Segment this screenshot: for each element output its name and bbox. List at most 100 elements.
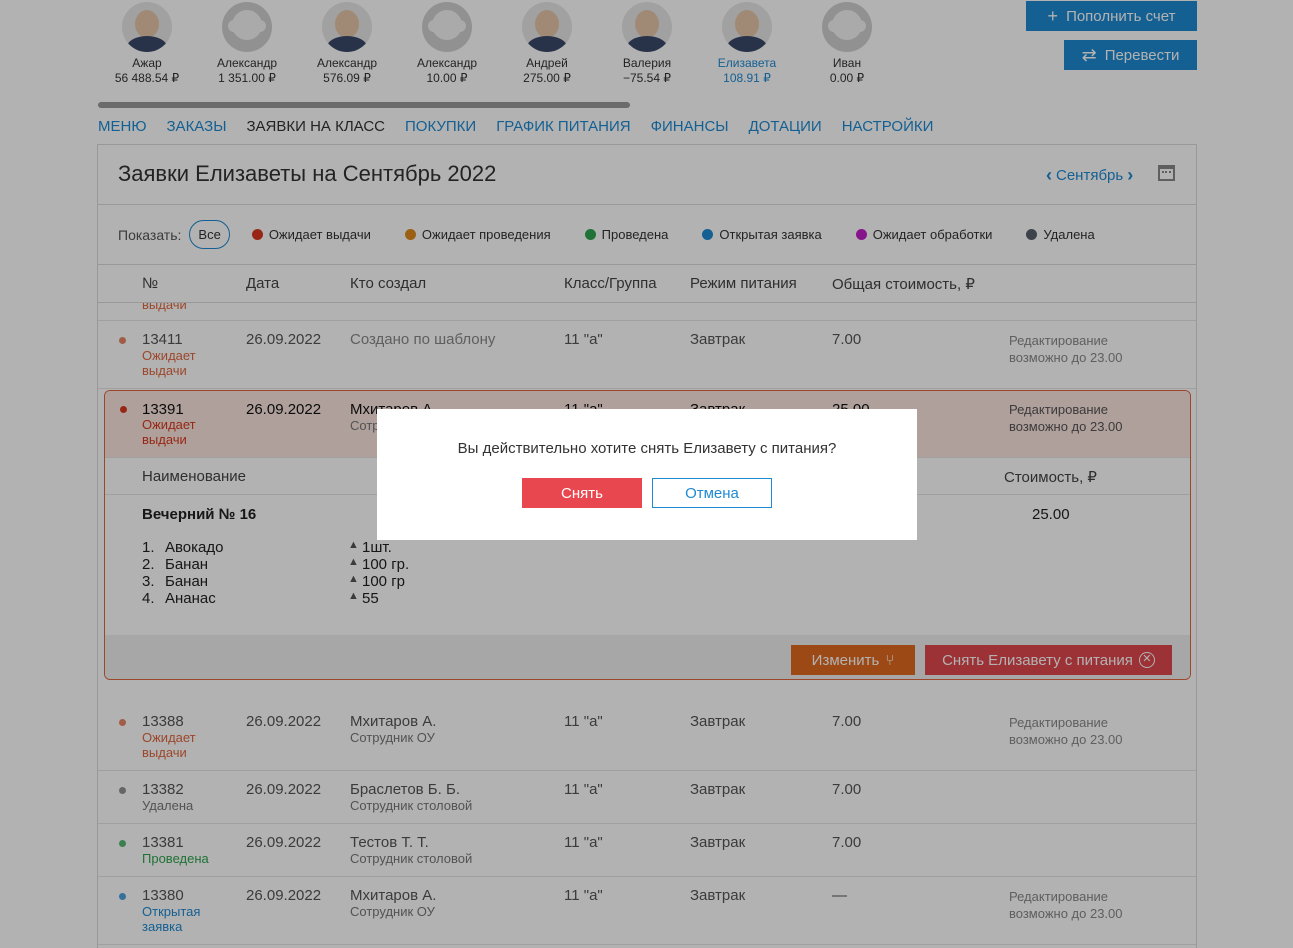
row-creator-role: Сотрудник ОУ: [350, 730, 435, 745]
row-class: 11 "а": [564, 887, 603, 904]
list-item: 1. Авокадо ▲ 1шт.: [105, 539, 1190, 556]
filter-item[interactable]: Проведена: [584, 227, 669, 242]
row-number: 13381: [142, 834, 184, 851]
row-date: 26.09.2022: [246, 781, 322, 798]
row-class: 11 "а": [564, 713, 603, 730]
row-cost: —: [832, 887, 847, 904]
child-balance: 0.00 ₽: [829, 71, 865, 85]
child-name: Андрей: [526, 56, 568, 70]
child-name: Александр: [416, 56, 478, 70]
nav-item[interactable]: ПОКУПКИ: [405, 118, 477, 135]
list-item: 4. Ананас ▲ 55: [105, 590, 1190, 607]
item-index: 2.: [142, 556, 155, 573]
top-up-button[interactable]: + Пополнить счет: [1026, 1, 1197, 31]
nav-item[interactable]: ФИНАНСЫ: [650, 118, 729, 135]
row-creator-role: Сотрудник ОУ: [350, 904, 435, 919]
confirm-remove-button[interactable]: Снять: [522, 478, 642, 508]
row-mode: Завтрак: [690, 834, 746, 851]
filter-item[interactable]: Ожидает обработки: [855, 227, 992, 242]
nav-item[interactable]: ДОТАЦИИ: [748, 118, 822, 135]
row-cost: 7.00: [832, 331, 862, 348]
item-name: Авокадо: [165, 539, 224, 556]
child-balance: 56 488.54 ₽: [114, 71, 180, 85]
nav-item[interactable]: ЗАКАЗЫ: [166, 118, 227, 135]
table-row[interactable]: 13380 Открытая заявка 26.09.2022 Мхитаров А…: [98, 877, 1196, 945]
col-who: Кто создал: [350, 275, 427, 292]
dish-name: Вечерний № 16: [142, 506, 257, 523]
chevron-left-icon[interactable]: ‹: [1046, 165, 1052, 185]
children-scrollbar[interactable]: [98, 102, 630, 108]
child-name: Елизавета: [717, 56, 777, 70]
child-name: Иван: [832, 56, 862, 70]
filter-label: Ожидает выдачи: [268, 227, 371, 242]
col-date: Дата: [246, 275, 280, 292]
edit-button[interactable]: Изменить ⑂: [791, 645, 915, 675]
row-creator: Браслетов Б. Б.: [350, 781, 460, 798]
col-num: №: [142, 275, 159, 292]
child-card[interactable]: Александр 10.00 ₽: [392, 2, 502, 86]
remove-from-meals-button[interactable]: Снять Елизавету с питания ✕: [925, 645, 1172, 675]
table-row[interactable]: 13382 Удалена 26.09.2022 Браслетов Б. Б. Сот…: [98, 771, 1196, 824]
nav-item[interactable]: ЗАЯВКИ НА КЛАСС: [246, 118, 385, 135]
avatar: [122, 2, 172, 52]
page-title: Заявки Елизаветы на Сентябрь 2022: [118, 161, 497, 186]
table-row[interactable]: 13388 Ожидает выдачи 26.09.2022 Мхитаров А.…: [98, 703, 1196, 771]
child-name: Александр: [316, 56, 378, 70]
cancel-button[interactable]: Отмена: [652, 478, 772, 508]
status-dot: [251, 229, 263, 240]
chevron-right-icon[interactable]: ›: [1127, 165, 1134, 185]
child-card[interactable]: Александр 576.09 ₽: [292, 2, 402, 86]
item-index: 4.: [142, 590, 155, 607]
row-status: Открытая заявка: [142, 904, 201, 934]
avatar: [322, 2, 372, 52]
weight-icon: ▲: [348, 590, 359, 602]
status-dot: [119, 337, 126, 344]
card-actions: Изменить ⑂ Снять Елизавету с питания ✕: [105, 635, 1190, 679]
nav-item[interactable]: НАСТРОЙКИ: [841, 118, 934, 135]
panel-header: Заявки Елизаветы на Сентябрь 2022 ‹ Сент…: [98, 145, 1196, 205]
filter-item[interactable]: Удалена: [1026, 227, 1095, 242]
child-balance: 576.09 ₽: [323, 71, 371, 85]
row-status: выдачи: [142, 303, 187, 312]
filter-label: Проведена: [601, 227, 669, 242]
list-item: 3. Банан ▲ 100 гр: [105, 573, 1190, 590]
table-row[interactable]: выдачи: [98, 303, 1196, 321]
child-card[interactable]: Елизавета 108.91 ₽: [692, 2, 802, 86]
row-cost: 7.00: [832, 713, 862, 730]
item-index: 1.: [142, 539, 155, 556]
filter-all[interactable]: Все: [189, 220, 230, 249]
child-card[interactable]: Иван 0.00 ₽: [792, 2, 902, 86]
child-card[interactable]: Валерия −75.54 ₽: [592, 2, 702, 86]
transfer-label: Перевести: [1104, 46, 1180, 64]
item-qty: 100 гр.: [362, 556, 410, 573]
remove-label: Снять Елизавету с питания: [942, 651, 1133, 669]
child-card[interactable]: Александр 1 351.00 ₽: [192, 2, 302, 86]
row-creator-role: Сотрудник столовой: [350, 851, 473, 866]
status-dot: [119, 840, 126, 847]
table-row[interactable]: 13411 Ожидает выдачи 26.09.2022 Создано по …: [98, 321, 1196, 389]
item-name: Банан: [165, 556, 209, 573]
child-card[interactable]: Андрей 275.00 ₽: [492, 2, 602, 86]
filter-item[interactable]: Открытая заявка: [702, 227, 822, 242]
row-class: 11 "а": [564, 834, 603, 851]
transfer-button[interactable]: ⇄ Перевести: [1064, 40, 1197, 70]
table-row[interactable]: 13381 Проведена 26.09.2022 Тестов Т. Т. Сотр…: [98, 824, 1196, 877]
row-date: 26.09.2022: [246, 887, 322, 904]
filter-item[interactable]: Ожидает проведения: [404, 227, 551, 242]
main-nav: МЕНЮ ЗАКАЗЫ ЗАЯВКИ НА КЛАСС ПОКУПКИ ГРАФИК П…: [98, 118, 933, 138]
status-dot: [702, 229, 714, 240]
nav-item[interactable]: МЕНЮ: [98, 118, 147, 135]
avatar: [422, 2, 472, 52]
child-card[interactable]: Ажар 56 488.54 ₽: [92, 2, 202, 86]
row-creator: Тестов Т. Т.: [350, 834, 429, 851]
row-date: 26.09.2022: [246, 713, 322, 730]
filter-item[interactable]: Ожидает выдачи: [251, 227, 371, 242]
status-filters: Показать: Все Ожидает выдачи Ожидает пров…: [98, 205, 1196, 265]
row-number: 13388: [142, 713, 184, 730]
calendar-icon[interactable]: [1158, 165, 1175, 181]
row-edit-note: Редактирование возможно до 23.00: [1009, 402, 1123, 434]
confirm-dialog: Вы действительно хотите снять Елизавету …: [377, 409, 917, 540]
transfer-arrows-icon: ⇄: [1081, 45, 1097, 65]
nav-item[interactable]: ГРАФИК ПИТАНИЯ: [496, 118, 631, 135]
status-dot: [119, 719, 126, 726]
